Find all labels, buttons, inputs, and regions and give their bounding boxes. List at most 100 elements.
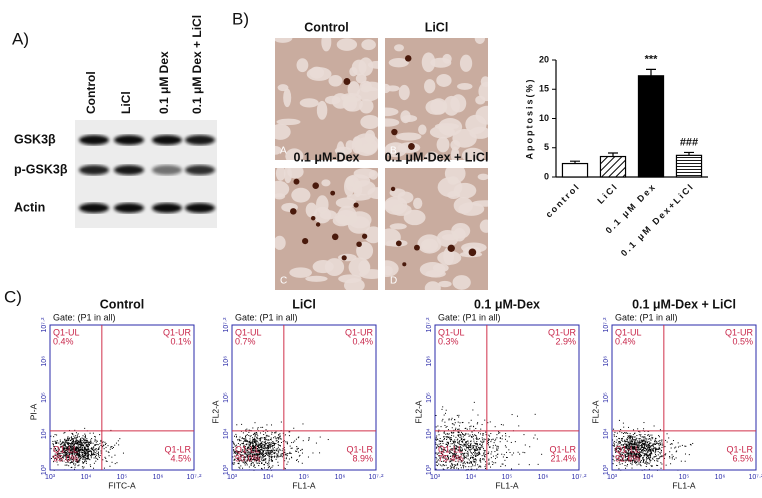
y-tick-label: 10⁵ [223, 392, 230, 403]
event-dot [477, 445, 478, 446]
event-dot [105, 458, 106, 459]
event-dot [529, 464, 530, 465]
event-dot [90, 440, 91, 441]
event-dot [78, 444, 79, 445]
event-dot [302, 463, 303, 464]
event-dot [255, 435, 256, 436]
event-dot [485, 450, 486, 451]
event-dot [471, 449, 472, 450]
event-dot [265, 445, 266, 446]
event-dot [616, 442, 617, 443]
event-dot [271, 451, 272, 452]
event-dot [282, 453, 283, 454]
event-dot [84, 436, 85, 437]
event-dot [512, 454, 513, 455]
event-dot [664, 446, 665, 447]
event-dot [646, 457, 647, 458]
event-dot [436, 462, 437, 463]
event-dot [97, 441, 98, 442]
event-dot [302, 453, 303, 454]
event-dot [482, 424, 483, 425]
event-dot [67, 438, 68, 439]
event-dot [233, 464, 234, 465]
event-dot [458, 416, 459, 417]
event-dot [642, 450, 643, 451]
event-dot [298, 461, 299, 462]
event-dot [262, 452, 263, 453]
event-dot [261, 437, 262, 438]
event-dot [692, 443, 693, 444]
event-dot [455, 429, 456, 430]
event-dot [649, 443, 650, 444]
event-dot [620, 464, 621, 465]
event-dot [279, 456, 280, 457]
event-dot [447, 434, 448, 435]
event-dot [461, 432, 462, 433]
event-dot [86, 458, 87, 459]
event-dot [643, 461, 644, 462]
event-dot [79, 443, 80, 444]
event-dot [471, 462, 472, 463]
event-dot [474, 434, 475, 435]
y-tick-label: 10⁴ [223, 428, 230, 439]
event-dot [87, 440, 88, 441]
event-dot [90, 464, 91, 465]
event-dot [280, 454, 281, 455]
event-dot [635, 436, 636, 437]
event-dot [245, 429, 246, 430]
event-dot [538, 464, 539, 465]
event-dot [614, 436, 615, 437]
event-dot [646, 450, 647, 451]
event-dot [73, 440, 74, 441]
event-dot [474, 443, 475, 444]
event-dot [293, 428, 294, 429]
event-dot [488, 464, 489, 465]
event-dot [667, 433, 668, 434]
event-dot [637, 464, 638, 465]
event-dot [649, 447, 650, 448]
event-dot [619, 441, 620, 442]
event-dot [464, 458, 465, 459]
event-dot [498, 448, 499, 449]
event-dot [643, 422, 644, 423]
event-dot [100, 450, 101, 451]
event-dot [263, 444, 264, 445]
event-dot [452, 465, 453, 466]
event-dot [265, 455, 266, 456]
event-dot [476, 448, 477, 449]
event-dot [100, 440, 101, 441]
event-dot [689, 454, 690, 455]
event-dot [465, 441, 466, 442]
event-dot [268, 443, 269, 444]
event-dot [474, 462, 475, 463]
event-dot [104, 457, 105, 458]
event-dot [670, 463, 671, 464]
event-dot [281, 439, 282, 440]
event-dot [84, 434, 85, 435]
event-dot [93, 433, 94, 434]
event-dot [498, 446, 499, 447]
event-dot [690, 444, 691, 445]
event-dot [116, 462, 117, 463]
event-dot [443, 468, 444, 469]
event-dot [626, 439, 627, 440]
event-dot [95, 461, 96, 462]
event-dot [77, 465, 78, 466]
quadrant-percent: 2.9% [555, 336, 576, 346]
event-dot [94, 441, 95, 442]
event-dot [74, 437, 75, 438]
event-dot [268, 451, 269, 452]
event-dot [644, 463, 645, 464]
event-dot [494, 451, 495, 452]
event-dot [454, 466, 455, 467]
event-dot [87, 446, 88, 447]
event-dot [71, 442, 72, 443]
event-dot [472, 464, 473, 465]
event-dot [442, 419, 443, 420]
event-dot [94, 451, 95, 452]
cell-gap [391, 204, 412, 216]
event-dot [72, 433, 73, 434]
event-dot [475, 428, 476, 429]
event-dot [459, 441, 460, 442]
event-dot [95, 444, 96, 445]
